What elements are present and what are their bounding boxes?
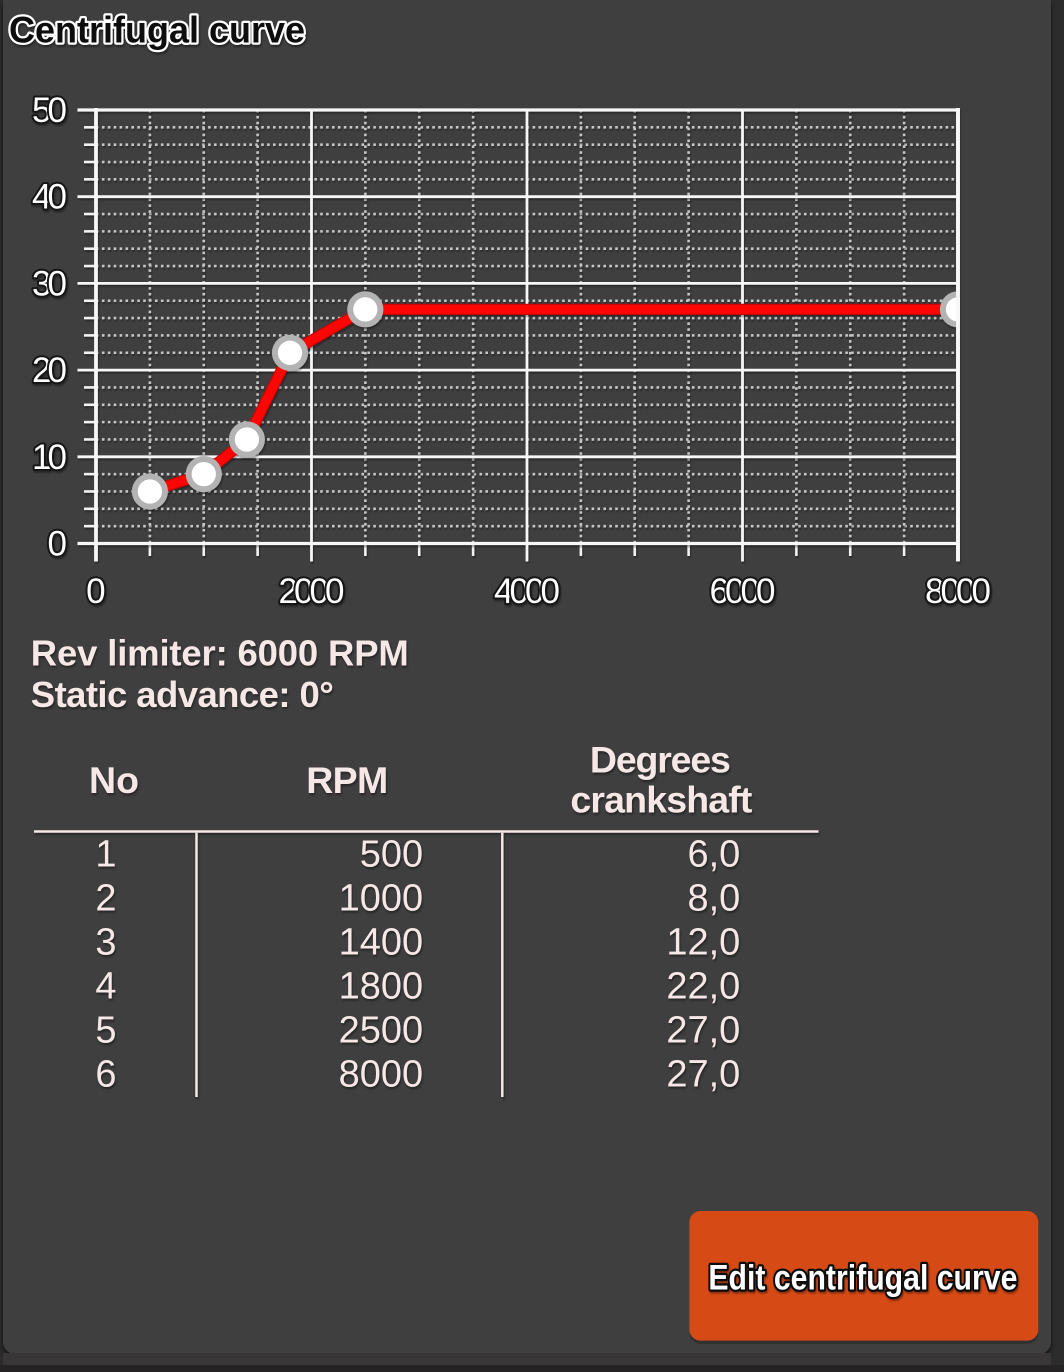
- svg-text:22,0: 22,0: [666, 966, 740, 1008]
- svg-text:Degrees: Degrees: [590, 739, 731, 781]
- svg-text:No: No: [89, 759, 139, 801]
- svg-text:8000: 8000: [925, 572, 991, 611]
- svg-text:Static advance: 0°: Static advance: 0°: [31, 674, 334, 715]
- svg-text:Edit centrifugal curve: Edit centrifugal curve: [708, 1259, 1017, 1298]
- svg-text:10: 10: [32, 438, 67, 477]
- svg-text:3: 3: [95, 922, 116, 964]
- svg-text:2000: 2000: [279, 572, 345, 611]
- svg-text:crankshaft: crankshaft: [570, 778, 753, 820]
- svg-text:2: 2: [95, 878, 116, 920]
- svg-text:1800: 1800: [339, 966, 424, 1008]
- svg-text:0: 0: [86, 572, 105, 611]
- svg-text:5: 5: [95, 1010, 116, 1052]
- svg-text:20: 20: [32, 351, 67, 390]
- svg-text:1000: 1000: [339, 878, 424, 920]
- svg-text:1400: 1400: [339, 922, 424, 964]
- svg-text:500: 500: [360, 834, 423, 876]
- svg-text:6: 6: [95, 1054, 116, 1096]
- svg-text:Rev limiter: 6000 RPM: Rev limiter: 6000 RPM: [31, 632, 409, 673]
- svg-text:6000: 6000: [710, 572, 776, 611]
- svg-text:8,0: 8,0: [687, 878, 740, 920]
- svg-text:2500: 2500: [339, 1010, 424, 1052]
- svg-text:1: 1: [95, 834, 116, 876]
- svg-text:RPM: RPM: [306, 759, 388, 801]
- svg-text:30: 30: [32, 264, 67, 303]
- svg-text:27,0: 27,0: [666, 1010, 740, 1052]
- svg-text:4: 4: [95, 966, 116, 1008]
- svg-text:0: 0: [48, 525, 67, 564]
- svg-text:50: 50: [32, 91, 67, 130]
- svg-text:4000: 4000: [494, 572, 560, 611]
- svg-text:40: 40: [32, 178, 67, 217]
- svg-text:6,0: 6,0: [687, 834, 740, 876]
- svg-text:12,0: 12,0: [666, 922, 740, 964]
- svg-text:27,0: 27,0: [666, 1054, 740, 1096]
- svg-text:Centrifugal curve: Centrifugal curve: [9, 9, 305, 50]
- svg-text:8000: 8000: [339, 1054, 424, 1096]
